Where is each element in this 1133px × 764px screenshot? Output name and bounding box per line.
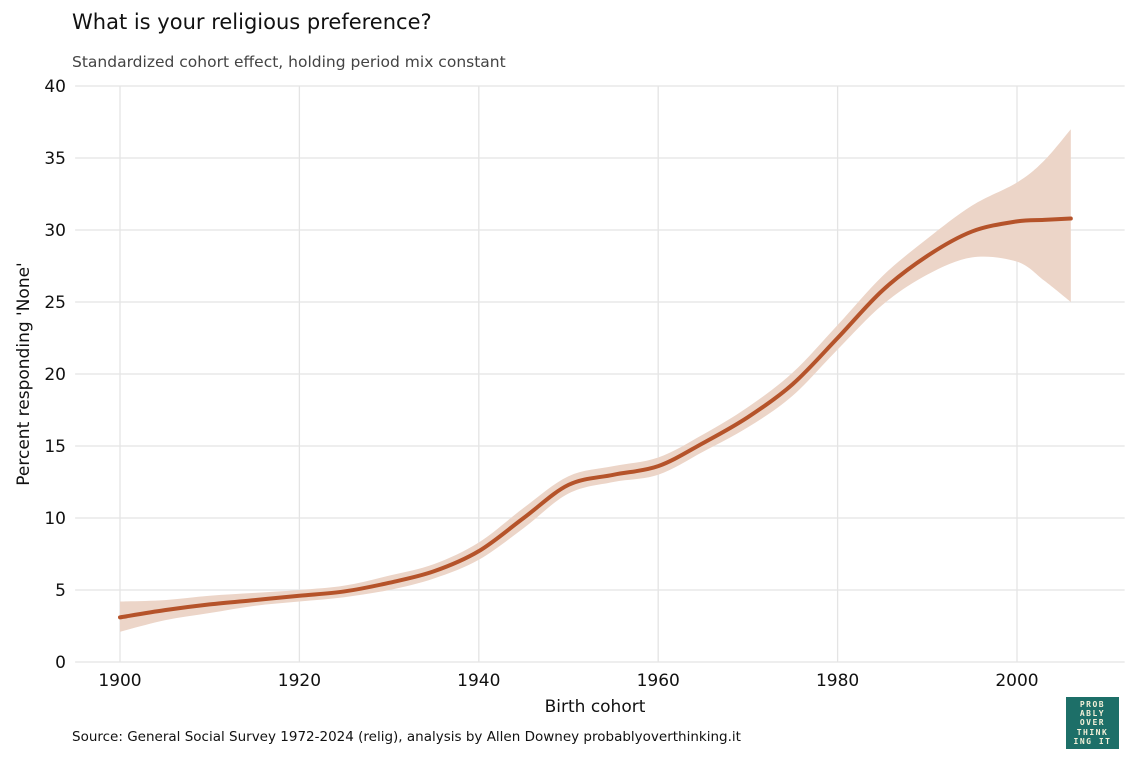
chart-subtitle: Standardized cohort effect, holding peri…	[72, 53, 506, 71]
y-tick-label: 40	[44, 77, 66, 97]
y-tick-label: 30	[44, 221, 66, 241]
x-tick-label: 1920	[278, 671, 321, 691]
series-line	[118, 216, 1073, 620]
y-tick-label: 0	[55, 653, 66, 673]
confidence-band	[120, 129, 1071, 632]
x-tick-label: 1980	[816, 671, 859, 691]
chart-title: What is your religious preference?	[72, 10, 432, 34]
logo: PROB ABLY OVER THINK ING IT	[1066, 697, 1119, 749]
x-tick-label: 1940	[457, 671, 500, 691]
y-tick-label: 5	[55, 581, 66, 601]
y-axis-label: Percent responding 'None'	[14, 262, 34, 485]
y-tick-label: 15	[44, 437, 66, 457]
x-tick-label: 1960	[637, 671, 680, 691]
source-note: Source: General Social Survey 1972-2024 …	[72, 729, 741, 745]
y-tick-label: 35	[44, 149, 66, 169]
x-tick-label: 1900	[98, 671, 141, 691]
y-tick-label: 20	[44, 365, 66, 385]
y-tick-label: 10	[44, 509, 66, 529]
x-tick-label: 2000	[995, 671, 1038, 691]
y-tick-label: 25	[44, 293, 66, 313]
x-axis-label: Birth cohort	[545, 697, 646, 717]
